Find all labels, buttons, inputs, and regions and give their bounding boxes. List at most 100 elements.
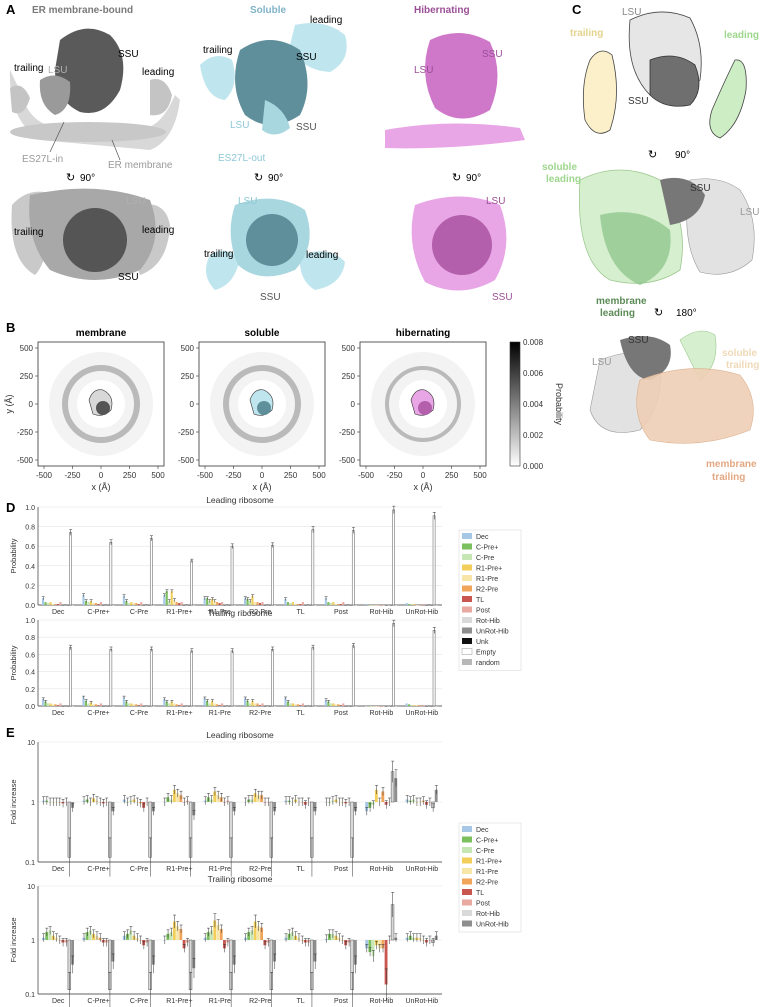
legend-label: UnRot-Hib [476, 629, 509, 636]
heatmap-title: hibernating [396, 328, 450, 339]
y-tick-label: -250 [17, 428, 34, 437]
bar-c-pre [371, 940, 375, 957]
bar-empty [149, 538, 153, 606]
bar-r1-pre- [374, 789, 378, 802]
category-label: R1-Pre [209, 609, 231, 616]
bar-r2-pre [418, 705, 421, 706]
legend-label: C-Pre+ [476, 545, 498, 552]
bar-empty [230, 650, 234, 707]
bar-post [261, 703, 264, 706]
bar-r2-pre [175, 704, 178, 706]
category-label: UnRot-Hib [405, 998, 438, 1005]
er-label-leading: leading [142, 67, 174, 78]
bar-c-pre [168, 601, 171, 605]
bar-r1-pre- [332, 703, 335, 706]
y-tick-label: 0.2 [25, 687, 35, 694]
bar-c-pre- [327, 701, 330, 706]
bar-r1-pre [415, 705, 418, 706]
bar-unrot-hib [145, 705, 148, 706]
legend-swatch [462, 606, 472, 613]
bar-empty [230, 545, 234, 606]
c-label-ssu: SSU [628, 96, 649, 107]
bar-dec [203, 598, 206, 605]
bar-r2-pre [337, 704, 340, 706]
bar-tl [339, 604, 342, 605]
bar-r1-pre [294, 604, 297, 605]
y-tick-label: -500 [17, 456, 34, 465]
category-label: R2-Pre [249, 710, 271, 717]
bar-r2-pre [381, 791, 385, 802]
panel-a-title-hibernating: Hibernating [414, 5, 470, 16]
heatmap-ribosome-ssu [96, 401, 110, 415]
bar-post [59, 602, 62, 605]
bar-empty [190, 650, 193, 707]
bar-post [423, 604, 426, 605]
y-tick-label: 1 [31, 938, 35, 945]
y-tick-label: 500 [342, 344, 356, 353]
bar-r1-pre- [130, 602, 133, 605]
y-tick-label: 0.2 [25, 583, 35, 590]
y-tick-label: -500 [178, 456, 195, 465]
colorbar [509, 341, 521, 467]
sol-label-ssu-2: SSU [296, 122, 317, 133]
bar-r2-pre [54, 704, 57, 706]
sol-label-leading: leading [310, 15, 342, 26]
hibernating-ribosome-bottom [411, 196, 507, 291]
sol-label-lsu: LSU [230, 120, 249, 131]
bar-c-pre- [246, 700, 249, 706]
legend-swatch [462, 659, 472, 665]
legend-swatch [461, 648, 473, 655]
bar-empty [351, 645, 355, 707]
bar-dec [122, 596, 125, 605]
bar-c-pre [289, 703, 292, 706]
c-rotate-90: 90° [675, 150, 690, 161]
bar-c-pre [87, 703, 90, 706]
legend-swatch [462, 627, 472, 634]
bar-r2-pre [175, 602, 178, 605]
bar-dec [122, 697, 125, 706]
bar-empty [311, 647, 315, 707]
category-label: Rot-Hib [370, 609, 394, 616]
bar-empty [392, 509, 395, 606]
heatmap-ribosome-ssu [257, 401, 271, 415]
heatmap-ribosome-ssu [418, 401, 432, 415]
bar-unrot-hib [111, 940, 115, 962]
x-tick-label: 500 [151, 471, 165, 480]
bar-post [59, 703, 62, 706]
bar-c-pre [248, 601, 252, 605]
y-axis-label: Probability [9, 645, 18, 680]
category-label: C-Pre+ [87, 609, 109, 616]
category-label: Post [334, 866, 348, 873]
panel-c-bottom-model [589, 330, 754, 444]
bar-unrot-hib [71, 940, 74, 965]
bar-empty [69, 532, 72, 606]
x-tick-label: -250 [64, 471, 81, 480]
x-tick-label: 250 [123, 471, 137, 480]
er-label-trailing-2: trailing [14, 227, 43, 238]
legend-label: R1-Pre [476, 869, 498, 876]
bar-tl [56, 604, 60, 605]
legend-swatch [462, 617, 472, 623]
x-axis-label: x (Å) [414, 482, 433, 492]
bar-r1-pre [51, 704, 55, 706]
y-tick-label: 0.0 [25, 704, 35, 711]
er-label-lsu: LSU [48, 65, 67, 76]
colorbar-label: Probability [554, 383, 564, 426]
sol-label-ssu-3: SSU [260, 292, 281, 303]
c-label-trailing: trailing [570, 28, 603, 39]
y-tick-label: 0 [29, 400, 34, 409]
sol-label-es27l-out: ES27L-out [218, 153, 265, 164]
category-label: C-Pre [130, 998, 148, 1005]
category-label: R1-Pre+ [166, 998, 192, 1005]
bar-chart-D-leading: Leading ribosome 0.0 0.2 0.4 0.6 0.8 1.0 Probab… [9, 495, 442, 616]
bar-unrot-hib [428, 705, 431, 706]
category-label: TL [297, 710, 305, 717]
category-label: Post [334, 609, 348, 616]
legend-swatch [462, 868, 472, 874]
bar-unrot-hib [434, 789, 438, 802]
bar-unrot-hib [145, 604, 148, 605]
bar-r1-pre [173, 600, 176, 605]
bar-tl [56, 705, 60, 706]
bar-dec [42, 598, 45, 605]
bar-unrot-hib [313, 940, 317, 962]
